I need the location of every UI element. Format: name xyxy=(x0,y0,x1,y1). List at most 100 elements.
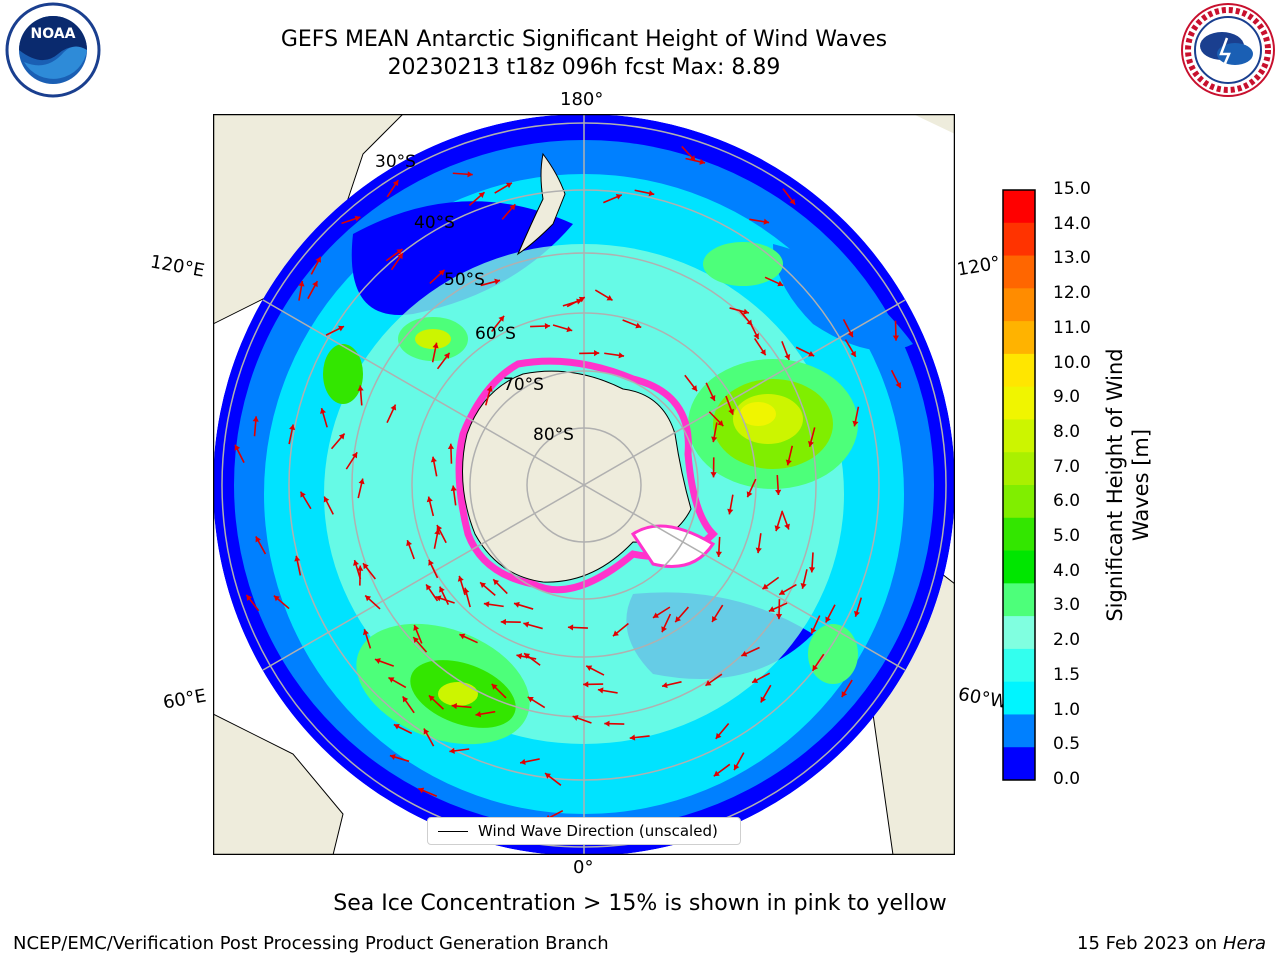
colorbar-tick-label: 2.0 xyxy=(1053,630,1081,651)
wave-arrow-head xyxy=(741,650,748,657)
lat-label: 50°S xyxy=(444,270,485,290)
colorbar-swatch xyxy=(1003,321,1035,355)
wave-arrow-head xyxy=(459,633,466,640)
wave-arrow-head xyxy=(513,601,520,608)
wave-arrow-head xyxy=(648,190,655,197)
wave-arrow-head xyxy=(618,352,625,359)
lat-label: 80°S xyxy=(533,425,574,445)
wave-arrow-head xyxy=(709,394,716,401)
wave-arrow-head xyxy=(768,606,775,612)
wave-arrow-head xyxy=(457,575,464,582)
wave-arrow-head xyxy=(392,180,399,187)
wave-arrow-head xyxy=(463,587,470,594)
footer-date-text: 15 Feb 2023 on xyxy=(1077,933,1218,954)
colorbar-tick-label: 14.0 xyxy=(1053,213,1091,234)
wave-arrow-head xyxy=(775,489,782,496)
wave-arrow-head xyxy=(774,525,781,532)
wave-arrow-head xyxy=(365,595,372,602)
wave-arrow-head xyxy=(852,420,859,427)
colorbar-swatch xyxy=(1003,452,1035,486)
wave-arrow-head xyxy=(430,456,437,463)
wave-arrow-head xyxy=(586,665,593,671)
wave-arrow-head xyxy=(727,508,734,515)
wave-arrow-head xyxy=(841,691,848,698)
wave-arrow-head xyxy=(300,491,306,498)
wave-arrow-head xyxy=(892,335,900,341)
colorbar-swatch xyxy=(1003,419,1035,453)
colorbar-tick-label: 0.0 xyxy=(1053,769,1081,789)
colorbar-title-line2: Waves [m] xyxy=(1129,428,1153,542)
wave-arrow-head xyxy=(652,612,659,618)
wave-arrow-head xyxy=(800,583,807,589)
colorbar-title: Significant Height of Wind Waves [m] xyxy=(1102,325,1154,645)
wave-arrow-head xyxy=(662,682,668,689)
colorbar-swatch xyxy=(1003,386,1035,420)
wave-arrow-head xyxy=(451,702,457,710)
colorbar-swatch xyxy=(1003,288,1035,322)
wave-arrow-head xyxy=(760,349,766,356)
wave-arrow-head xyxy=(715,732,722,739)
wave-arrow-head xyxy=(298,280,305,287)
noaa-logo: NOAA xyxy=(5,2,101,98)
colorbar-tick-label: 6.0 xyxy=(1053,491,1081,512)
wave-arrow-head xyxy=(712,615,718,622)
wave-arrow-head xyxy=(498,315,505,322)
wave-arrow-head xyxy=(320,408,326,414)
map-canvas xyxy=(212,113,956,856)
wave-arrow-head xyxy=(808,350,815,357)
wave-arrow-head xyxy=(388,677,395,683)
colorbar-swatch xyxy=(1003,648,1035,683)
lon-label-120e: 120°E xyxy=(148,251,207,282)
wave-arrow-head xyxy=(544,322,551,330)
wave-arrow-head xyxy=(505,182,512,189)
wave-arrow-head xyxy=(397,253,403,260)
lat-label: 70°S xyxy=(503,375,544,395)
colorbar xyxy=(1002,189,1036,781)
wave-arrow-head xyxy=(402,696,409,703)
wave-arrow-head xyxy=(760,696,767,703)
wave-arrow-head xyxy=(423,728,430,735)
colorbar-swatch xyxy=(1003,485,1035,519)
lat-label: 60°S xyxy=(475,324,516,344)
wave-arrow-head xyxy=(351,452,358,459)
wave-arrow-head xyxy=(784,354,791,360)
wave-arrow-head xyxy=(520,758,526,765)
wave-arrow-head xyxy=(604,720,610,727)
wave-arrow-head xyxy=(438,269,445,276)
map-legend: Wind Wave Direction (unscaled) xyxy=(427,817,741,845)
polar-map xyxy=(212,113,956,856)
sea-ice-note: Sea Ice Concentration > 15% is shown in … xyxy=(333,891,947,916)
wave-arrow-head xyxy=(576,298,583,305)
wave-arrow-head xyxy=(777,280,784,287)
colorbar-swatch xyxy=(1003,714,1035,748)
wave-arrow-head xyxy=(850,350,856,357)
wave-arrow-head xyxy=(480,582,486,589)
wave-arrow-head xyxy=(753,333,759,340)
wave-arrow-head xyxy=(711,436,718,443)
wave-arrow-head xyxy=(635,322,642,329)
wave-arrow-head xyxy=(449,747,455,754)
wave-arrow-head xyxy=(733,764,740,771)
wave-arrow-head xyxy=(808,567,816,573)
wave-arrow-head xyxy=(779,589,786,595)
wave-arrow-head xyxy=(362,629,369,636)
wave-arrow-head xyxy=(746,491,753,498)
wave-arrow-head xyxy=(675,616,681,623)
lat-label: 30°S xyxy=(375,152,416,172)
wave-arrow-head xyxy=(785,459,792,466)
colorbar-tick-label: 12.0 xyxy=(1053,283,1091,304)
wave-arrow-head xyxy=(357,385,364,391)
wave-arrow-head xyxy=(493,579,500,586)
wave-arrow-head xyxy=(426,584,432,591)
wave-arrow-head xyxy=(763,218,770,225)
colorbar-tick-label: 3.0 xyxy=(1053,595,1081,616)
wave-arrow-head xyxy=(294,555,301,562)
colorbar-swatch xyxy=(1003,353,1035,388)
colorbar-swatch xyxy=(1003,616,1035,650)
wave-arrow-head xyxy=(255,536,262,543)
wave-arrow-head xyxy=(661,626,667,633)
wave-arrow-head xyxy=(432,342,439,349)
wave-arrow-head xyxy=(524,653,531,659)
colorbar-swatch xyxy=(1003,747,1035,781)
wave-arrow-head xyxy=(475,711,482,718)
